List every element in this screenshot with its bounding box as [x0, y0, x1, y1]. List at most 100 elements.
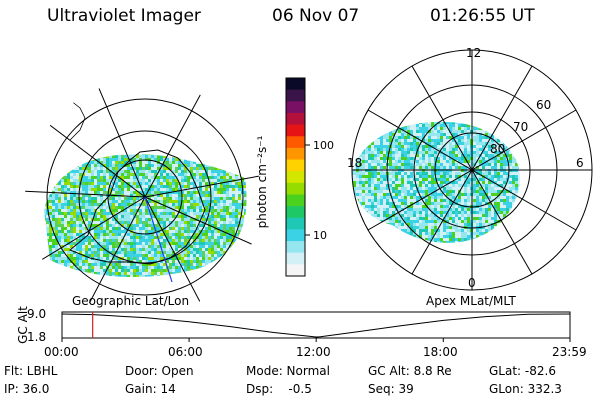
- aurora-pixel: [190, 155, 193, 158]
- aurora-pixel: [139, 200, 142, 203]
- aurora-pixel: [142, 212, 145, 215]
- aurora-pixel: [485, 154, 488, 157]
- aurora-pixel: [115, 188, 118, 191]
- aurora-pixel: [202, 269, 205, 272]
- aurora-pixel: [121, 248, 124, 251]
- aurora-pixel: [166, 188, 169, 191]
- aurora-pixel: [232, 188, 235, 191]
- aurora-pixel: [142, 182, 145, 185]
- aurora-pixel: [515, 178, 518, 181]
- aurora-pixel: [181, 254, 184, 257]
- aurora-pixel: [217, 194, 220, 197]
- aurora-pixel: [500, 142, 503, 145]
- aurora-pixel: [232, 218, 235, 221]
- aurora-pixel: [76, 194, 79, 197]
- aurora-pixel: [352, 127, 353, 130]
- aurora-pixel: [103, 146, 106, 149]
- aurora-pixel: [497, 148, 500, 151]
- aurora-pixel: [91, 173, 94, 176]
- aurora-pixel: [145, 227, 148, 230]
- aurora-pixel: [169, 170, 172, 173]
- aurora-pixel: [220, 176, 223, 179]
- aurora-pixel: [190, 179, 193, 182]
- aurora-pixel: [377, 184, 380, 187]
- aurora-pixel: [410, 157, 413, 160]
- aurora-pixel: [220, 200, 223, 203]
- aurora-pixel: [491, 145, 494, 148]
- aurora-pixel: [232, 284, 235, 287]
- colorbar-swatch: [286, 252, 305, 265]
- aurora-pixel: [97, 203, 100, 206]
- aurora-pixel: [368, 121, 371, 124]
- aurora-pixel: [175, 275, 178, 278]
- aurora-pixel: [241, 248, 244, 251]
- aurora-pixel: [247, 281, 250, 284]
- aurora-pixel: [115, 236, 118, 239]
- aurora-pixel: [208, 245, 211, 248]
- aurora-pixel: [94, 143, 97, 146]
- aurora-pixel: [241, 155, 244, 158]
- aurora-pixel: [220, 149, 223, 152]
- aurora-pixel: [187, 200, 190, 203]
- aurora-pixel: [157, 218, 160, 221]
- aurora-pixel: [413, 154, 416, 157]
- aurora-pixel: [163, 203, 166, 206]
- aurora-pixel: [166, 260, 169, 263]
- aurora-pixel: [115, 206, 118, 209]
- aurora-pixel: [401, 154, 404, 157]
- aurora-pixel: [73, 242, 76, 245]
- aurora-pixel: [148, 230, 151, 233]
- aurora-pixel: [464, 175, 467, 178]
- aurora-pixel: [196, 227, 199, 230]
- aurora-pixel: [91, 149, 94, 152]
- aurora-pixel: [485, 184, 488, 187]
- aurora-pixel: [398, 160, 401, 163]
- aurora-pixel: [404, 175, 407, 178]
- aurora-pixel: [73, 188, 76, 191]
- aurora-pixel: [479, 151, 482, 154]
- aurora-pixel: [136, 143, 139, 146]
- aurora-pixel: [482, 151, 485, 154]
- aurora-pixel: [247, 197, 250, 200]
- aurora-pixel: [49, 149, 52, 152]
- aurora-pixel: [85, 230, 88, 233]
- aurora-pixel: [208, 161, 211, 164]
- aurora-pixel: [154, 278, 157, 281]
- aurora-pixel: [211, 245, 214, 248]
- aurora-pixel: [455, 163, 458, 166]
- aurora-pixel: [55, 236, 58, 239]
- aurora-pixel: [377, 160, 380, 163]
- aurora-pixel: [223, 164, 226, 167]
- aurora-pixel: [121, 206, 124, 209]
- aurora-pixel: [238, 284, 241, 287]
- aurora-pixel: [106, 227, 109, 230]
- aurora-pixel: [196, 218, 199, 221]
- aurora-pixel: [106, 245, 109, 248]
- aurora-pixel: [82, 203, 85, 206]
- aurora-pixel: [181, 155, 184, 158]
- aurora-pixel: [488, 124, 491, 127]
- aurora-pixel: [220, 215, 223, 218]
- aurora-pixel: [380, 190, 383, 193]
- aurora-pixel: [97, 215, 100, 218]
- aurora-pixel: [73, 176, 76, 179]
- aurora-pixel: [452, 154, 455, 157]
- aurora-pixel: [208, 272, 211, 275]
- aurora-pixel: [85, 170, 88, 173]
- aurora-pixel: [181, 200, 184, 203]
- aurora-pixel: [100, 215, 103, 218]
- aurora-pixel: [40, 236, 43, 239]
- aurora-pixel: [359, 190, 362, 193]
- aurora-pixel: [386, 139, 389, 142]
- aurora-pixel: [139, 194, 142, 197]
- aurora-pixel: [202, 158, 205, 161]
- aurora-pixel: [55, 260, 58, 263]
- aurora-pixel: [446, 136, 449, 139]
- aurora-pixel: [121, 200, 124, 203]
- aurora-pixel: [142, 209, 145, 212]
- aurora-pixel: [73, 266, 76, 269]
- aurora-pixel: [229, 179, 232, 182]
- aurora-pixel: [392, 190, 395, 193]
- aurora-pixel: [61, 161, 64, 164]
- aurora-pixel: [121, 164, 124, 167]
